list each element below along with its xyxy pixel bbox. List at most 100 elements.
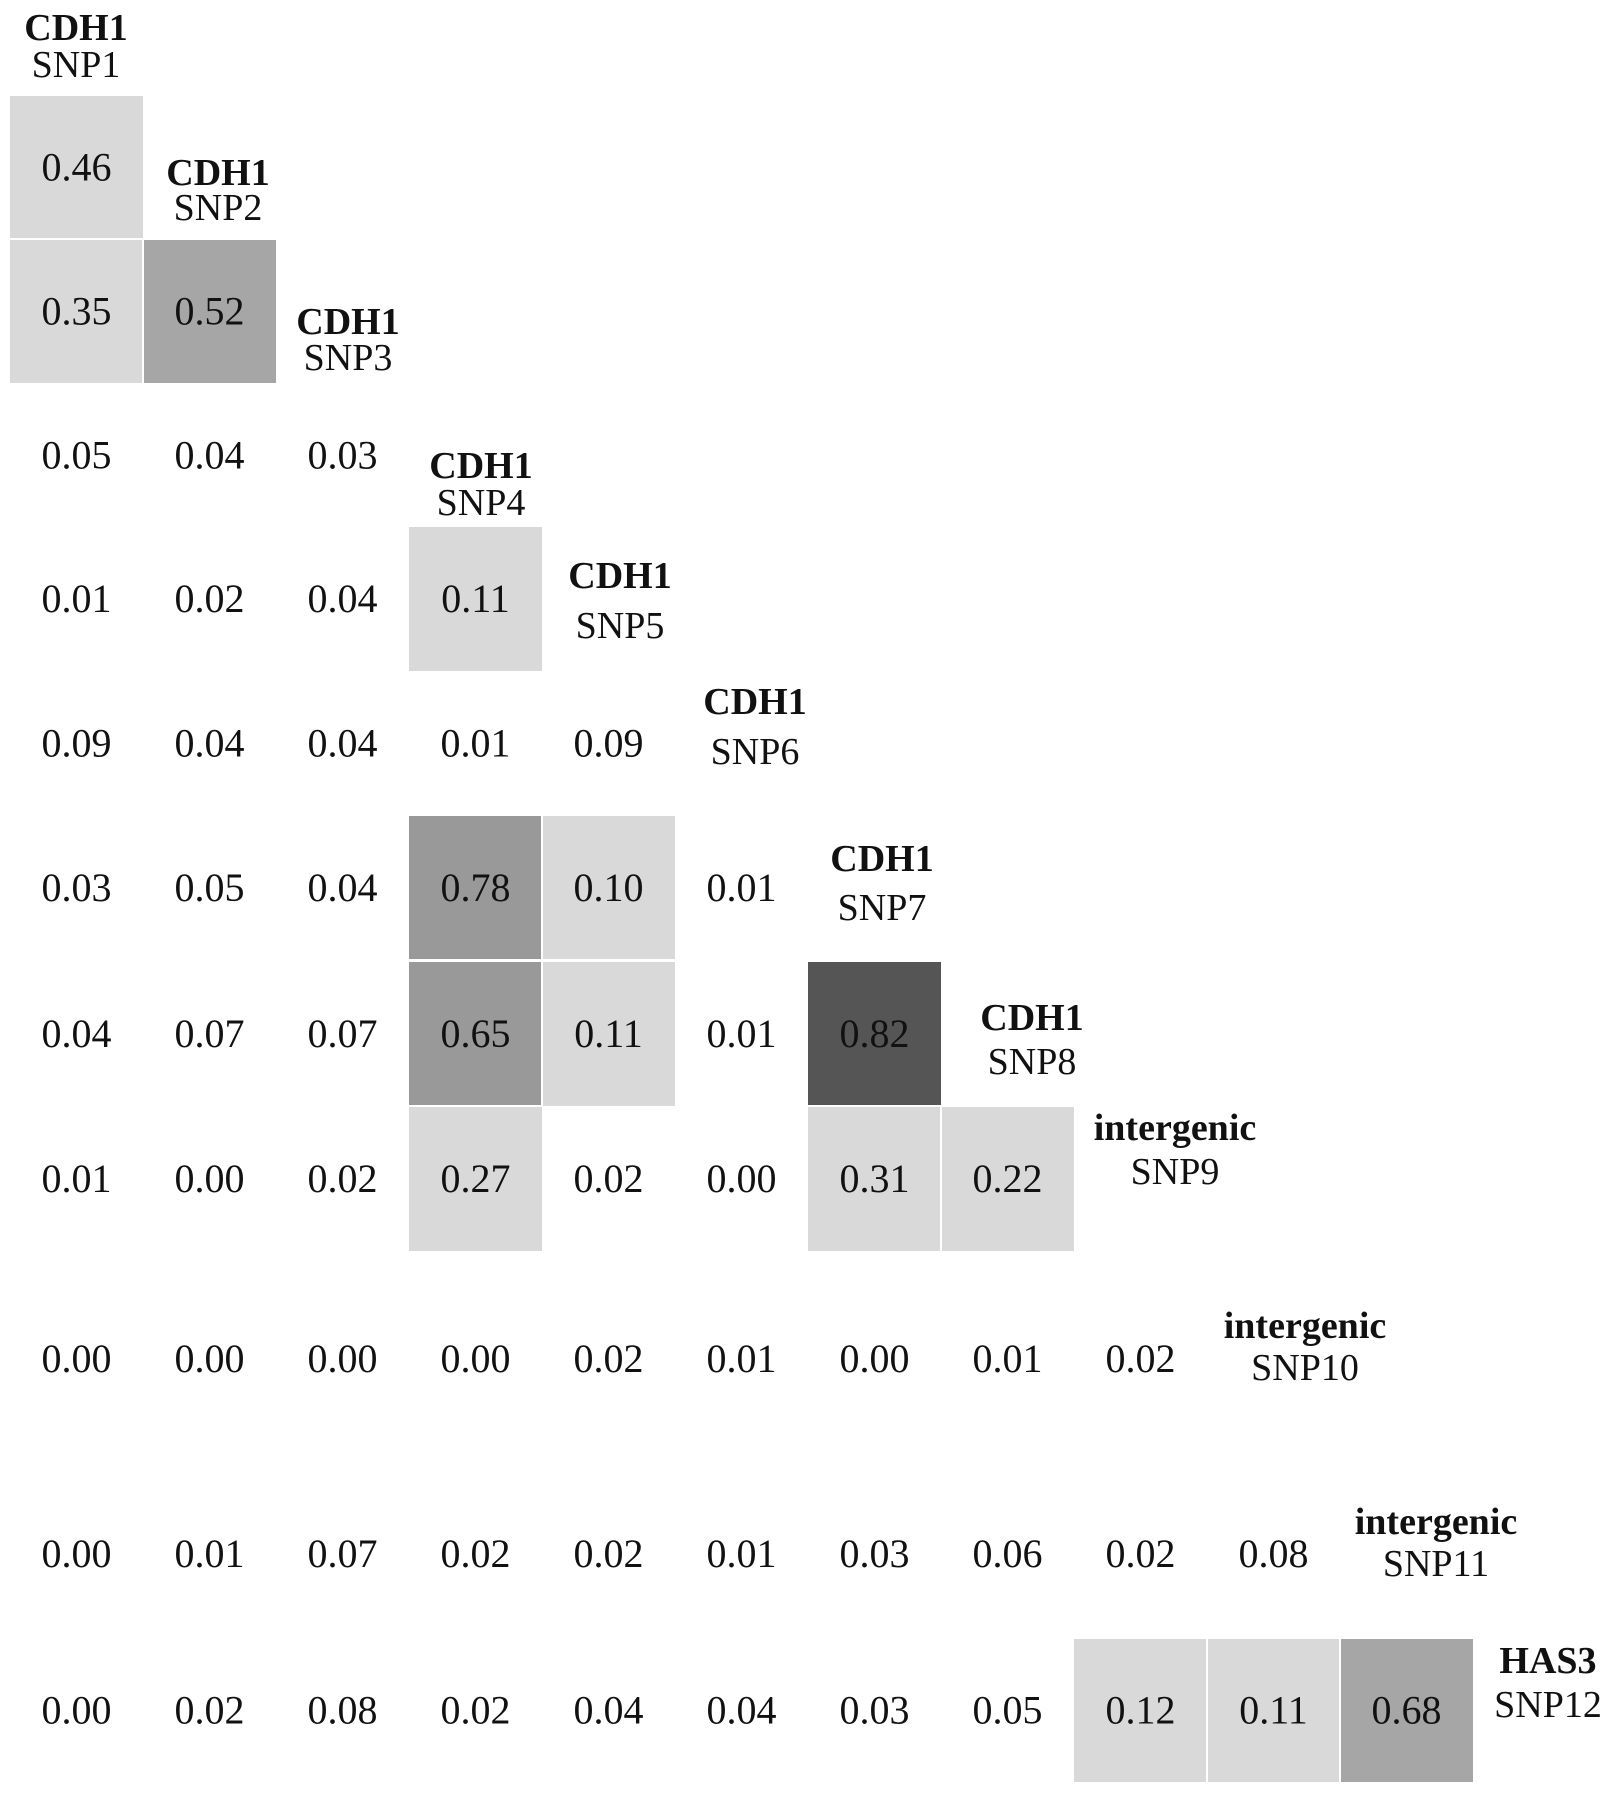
ld-cell-7-4 (409, 816, 542, 960)
snp-label-10: SNP10 (1251, 1347, 1359, 1389)
ld-value-12-11: 0.68 (1372, 1688, 1442, 1733)
gene-label-1: CDH1 (24, 7, 127, 49)
ld-value-7-5: 0.10 (574, 865, 644, 910)
gene-label-12: HAS3 (1499, 1640, 1596, 1682)
snp-label-5: SNP5 (576, 605, 665, 647)
ld-cell-12-11 (1340, 1639, 1473, 1782)
gene-label-5: CDH1 (568, 555, 671, 597)
ld-value-6-1: 0.09 (42, 721, 112, 766)
gene-label-11: intergenic (1355, 1501, 1518, 1543)
ld-value-12-1: 0.00 (42, 1688, 112, 1733)
ld-cell-3-2 (143, 240, 276, 383)
ld-value-9-7: 0.31 (840, 1156, 910, 1201)
snp-label-layer: CDH1SNP1CDH1SNP2CDH1SNP3CDH1SNP4CDH1SNP5… (24, 7, 1602, 1726)
ld-value-11-8: 0.06 (973, 1531, 1043, 1576)
ld-cell-9-8 (941, 1107, 1074, 1251)
ld-value-11-2: 0.01 (175, 1531, 245, 1576)
ld-cell-8-5 (542, 962, 675, 1106)
ld-value-4-1: 0.05 (42, 433, 112, 478)
ld-cell-7-5 (542, 816, 675, 960)
ld-value-5-3: 0.04 (308, 576, 378, 621)
ld-value-9-4: 0.27 (441, 1156, 511, 1201)
snp-label-9: SNP9 (1131, 1151, 1220, 1193)
ld-value-10-5: 0.02 (574, 1336, 644, 1381)
ld-value-7-3: 0.04 (308, 865, 378, 910)
snp-label-8: SNP8 (988, 1041, 1077, 1083)
ld-cell-2-1 (10, 96, 143, 239)
ld-value-7-6: 0.01 (707, 865, 777, 910)
ld-value-8-4: 0.65 (441, 1011, 511, 1056)
ld-value-5-1: 0.01 (42, 576, 112, 621)
ld-value-2-1: 0.46 (42, 145, 112, 190)
snp-label-2: SNP2 (174, 187, 263, 229)
ld-value-8-3: 0.07 (308, 1011, 378, 1056)
ld-cell-12-9 (1074, 1639, 1207, 1782)
ld-value-12-2: 0.02 (175, 1688, 245, 1733)
ld-value-5-2: 0.02 (175, 576, 245, 621)
ld-value-12-5: 0.04 (574, 1688, 644, 1733)
ld-value-10-2: 0.00 (175, 1336, 245, 1381)
ld-value-12-9: 0.12 (1106, 1688, 1176, 1733)
ld-value-12-10: 0.11 (1239, 1688, 1308, 1733)
cell-layer (10, 96, 1473, 1782)
ld-value-10-9: 0.02 (1106, 1336, 1176, 1381)
ld-value-11-9: 0.02 (1106, 1531, 1176, 1576)
ld-value-6-4: 0.01 (441, 721, 511, 766)
gene-label-10: intergenic (1224, 1305, 1387, 1347)
snp-label-12: SNP12 (1494, 1684, 1602, 1726)
ld-value-12-3: 0.08 (308, 1688, 378, 1733)
ld-value-10-1: 0.00 (42, 1336, 112, 1381)
ld-value-5-4: 0.11 (441, 576, 510, 621)
gene-label-9: intergenic (1094, 1107, 1257, 1149)
ld-value-9-5: 0.02 (574, 1156, 644, 1201)
ld-value-8-1: 0.04 (42, 1011, 112, 1056)
ld-value-8-7: 0.82 (840, 1011, 910, 1056)
snp-label-11: SNP11 (1383, 1543, 1489, 1585)
ld-value-3-1: 0.35 (42, 289, 112, 334)
ld-value-4-2: 0.04 (175, 433, 245, 478)
ld-cell-5-4 (409, 527, 542, 671)
gene-label-2: CDH1 (166, 152, 269, 194)
ld-value-7-2: 0.05 (175, 865, 245, 910)
ld-value-10-8: 0.01 (973, 1336, 1043, 1381)
ld-value-9-1: 0.01 (42, 1156, 112, 1201)
snp-label-4: SNP4 (437, 482, 526, 524)
snp-label-7: SNP7 (838, 887, 927, 929)
ld-value-9-8: 0.22 (973, 1156, 1043, 1201)
gene-label-4: CDH1 (429, 445, 532, 487)
ld-value-8-2: 0.07 (175, 1011, 245, 1056)
ld-cell-9-4 (409, 1107, 542, 1251)
ld-value-12-8: 0.05 (973, 1688, 1043, 1733)
ld-cell-9-7 (808, 1107, 941, 1251)
gene-label-8: CDH1 (980, 997, 1083, 1039)
ld-value-9-2: 0.00 (175, 1156, 245, 1201)
ld-cell-8-7 (808, 962, 941, 1106)
snp-label-1: SNP1 (32, 44, 121, 86)
ld-value-9-3: 0.02 (308, 1156, 378, 1201)
ld-value-12-6: 0.04 (707, 1688, 777, 1733)
ld-value-3-2: 0.52 (175, 289, 245, 334)
gene-label-7: CDH1 (830, 838, 933, 880)
ld-cell-8-4 (409, 962, 542, 1106)
ld-cell-12-10 (1207, 1639, 1340, 1782)
ld-value-12-4: 0.02 (441, 1688, 511, 1733)
ld-value-11-3: 0.07 (308, 1531, 378, 1576)
ld-value-12-7: 0.03 (840, 1688, 910, 1733)
gene-label-6: CDH1 (703, 681, 806, 723)
ld-value-6-3: 0.04 (308, 721, 378, 766)
ld-value-11-4: 0.02 (441, 1531, 511, 1576)
ld-value-8-5: 0.11 (574, 1011, 643, 1056)
ld-value-10-6: 0.01 (707, 1336, 777, 1381)
ld-value-11-10: 0.08 (1239, 1531, 1309, 1576)
gene-label-3: CDH1 (296, 301, 399, 343)
value-layer: 0.46 0.35 0.52 0.05 0.04 0.03 0.01 0.02 0.04 0.11… (42, 145, 1442, 1733)
ld-value-11-1: 0.00 (42, 1531, 112, 1576)
ld-value-11-6: 0.01 (707, 1531, 777, 1576)
ld-value-7-4: 0.78 (441, 865, 511, 910)
ld-value-10-7: 0.00 (840, 1336, 910, 1381)
ld-value-8-6: 0.01 (707, 1011, 777, 1056)
ld-value-7-1: 0.03 (42, 865, 112, 910)
ld-value-6-5: 0.09 (574, 721, 644, 766)
